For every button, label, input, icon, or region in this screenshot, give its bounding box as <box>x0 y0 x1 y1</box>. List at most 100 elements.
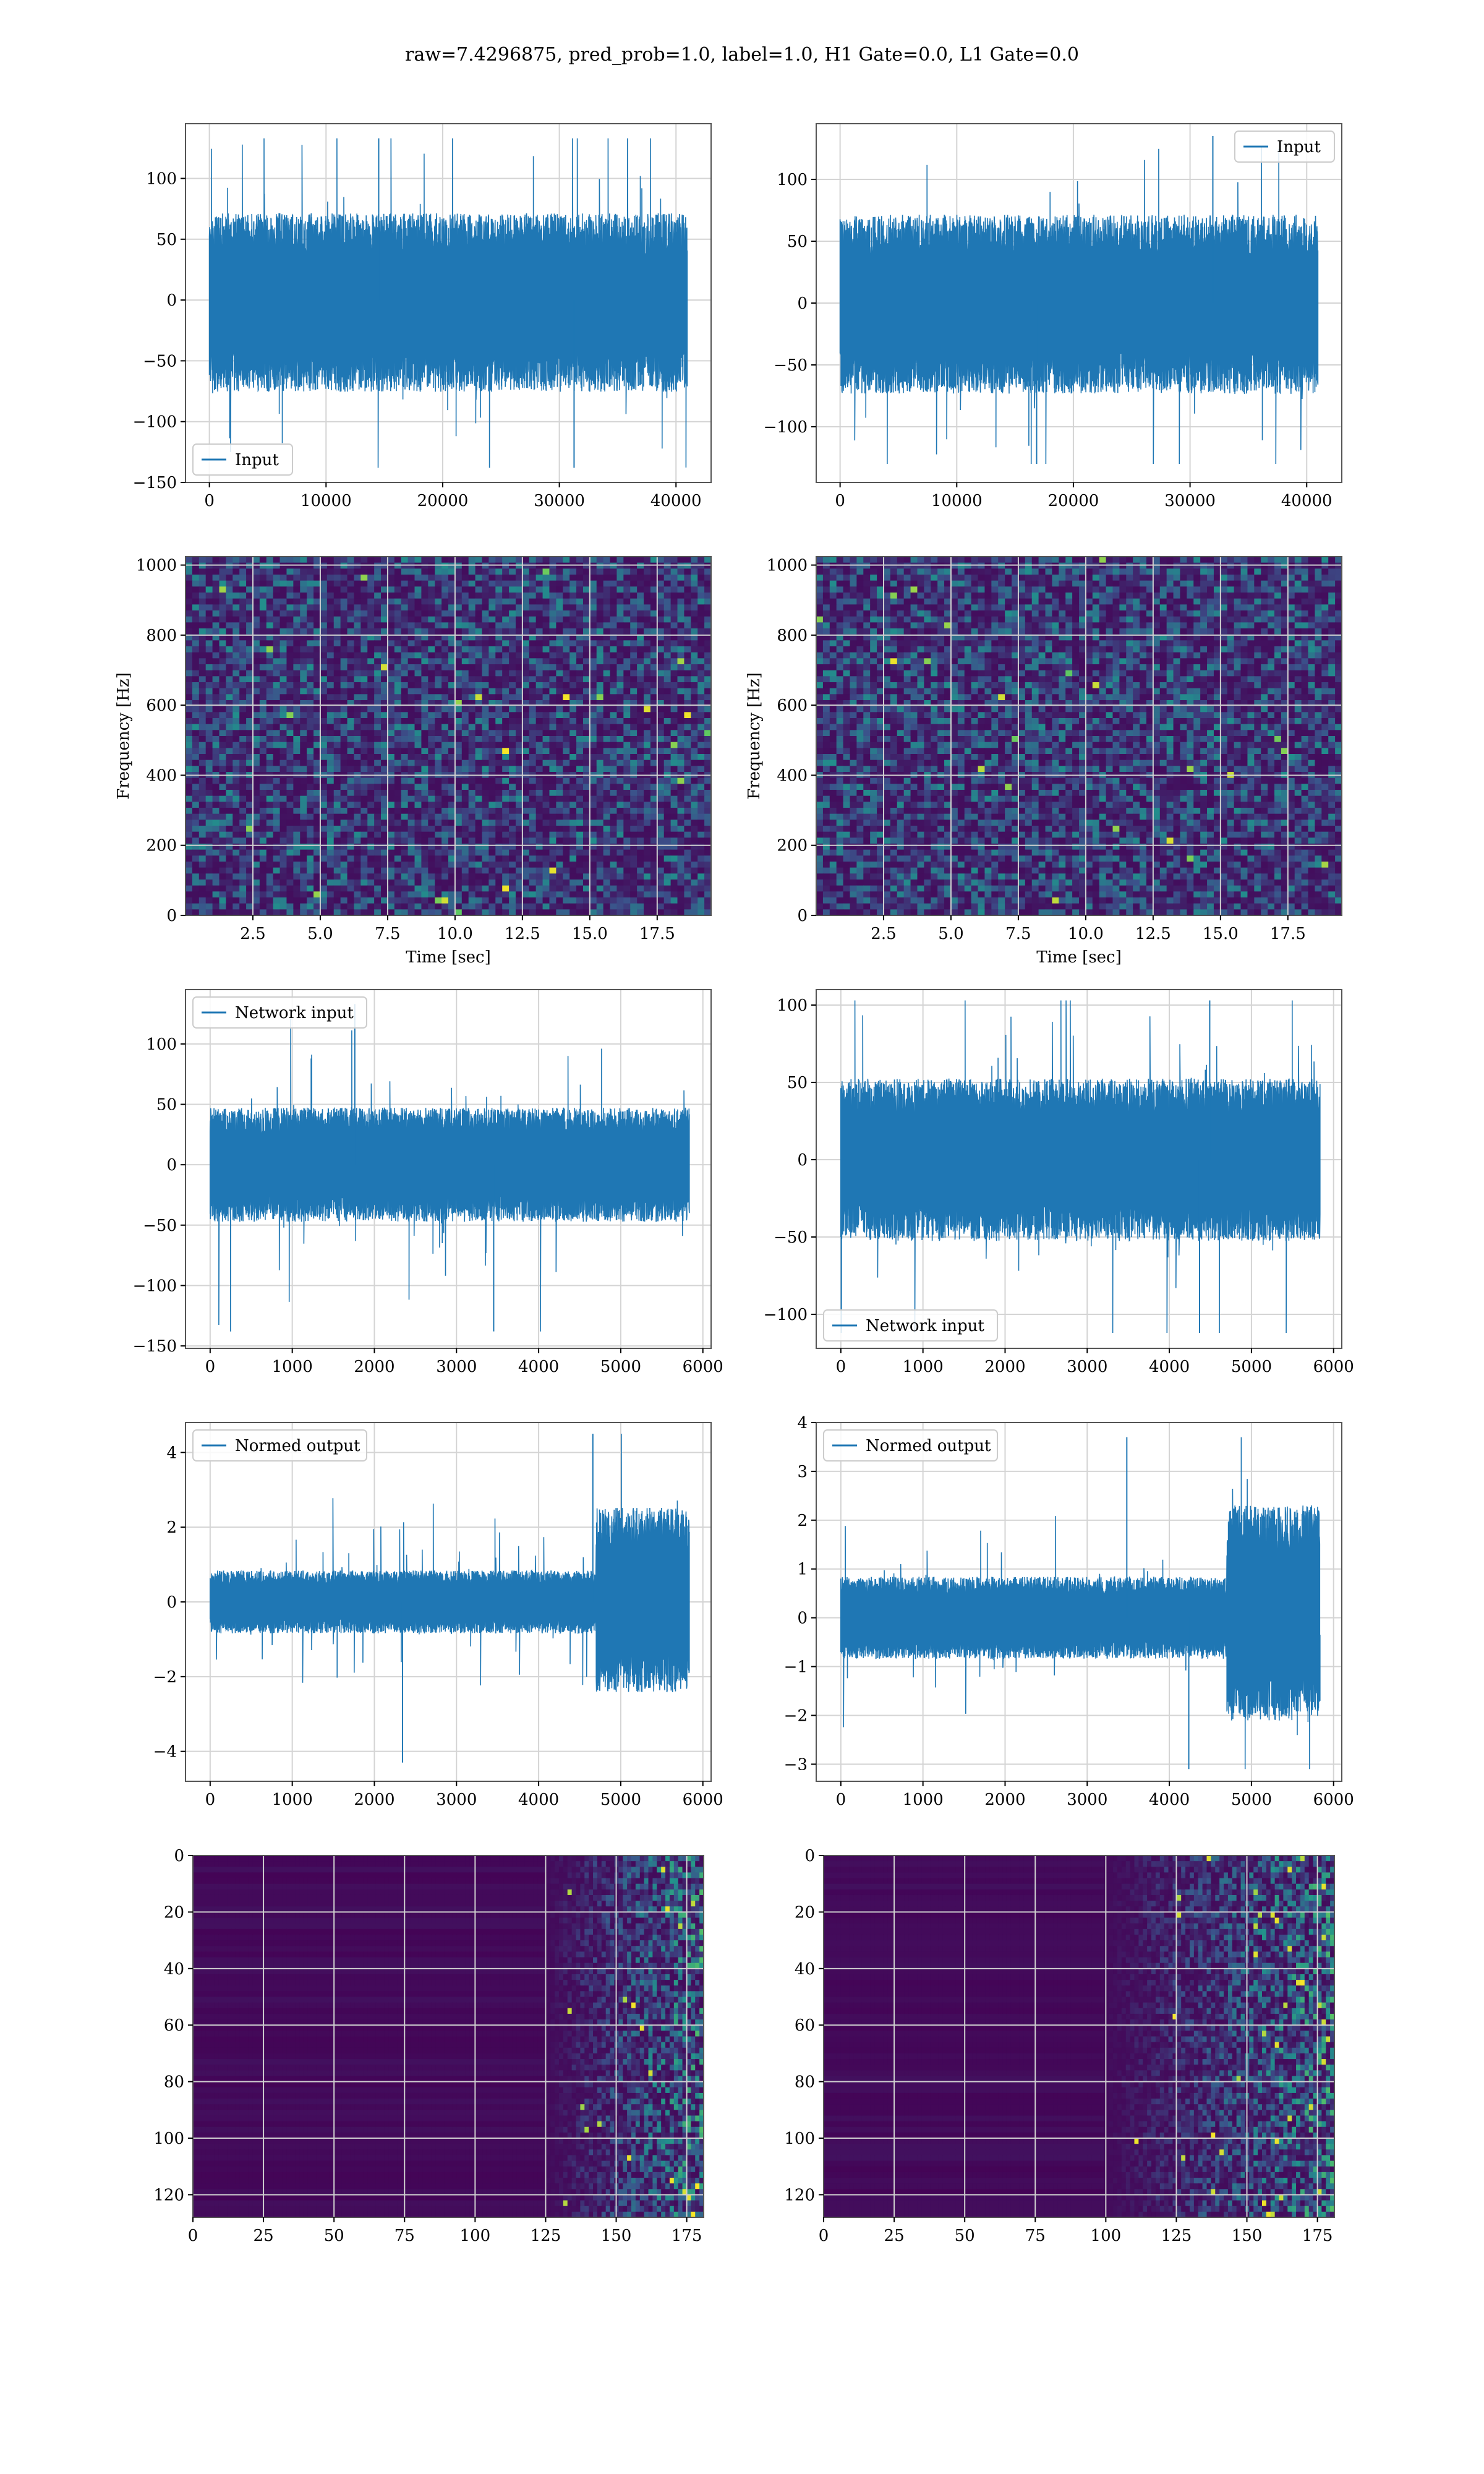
heatmap-cell <box>340 628 348 635</box>
heatmap-cell <box>340 700 348 707</box>
heatmap-cell <box>637 718 644 725</box>
heatmap-cell <box>495 706 503 713</box>
heatmap-cell <box>582 844 591 850</box>
heatmap-cell <box>670 562 678 569</box>
heatmap-cell <box>630 748 638 755</box>
heatmap-cell <box>374 754 382 761</box>
heatmap-cell <box>219 826 226 833</box>
heatmap-cell <box>252 802 260 808</box>
heatmap-cell <box>374 891 382 898</box>
heatmap-cell <box>333 831 341 838</box>
heatmap-cell <box>198 736 207 743</box>
heatmap-cell <box>610 616 618 623</box>
heatmap-cell <box>367 837 375 844</box>
heatmap-cell <box>502 820 510 826</box>
heatmap-cell <box>515 813 523 820</box>
heatmap-cell <box>677 813 685 820</box>
heatmap-cell <box>407 682 416 689</box>
heatmap-cell <box>637 652 644 659</box>
heatmap-cell <box>529 694 537 701</box>
heatmap-cell <box>266 628 274 635</box>
heatmap-cell <box>374 820 382 826</box>
heatmap-cell <box>340 622 348 629</box>
heatmap-cell <box>320 748 328 755</box>
heatmap-cell <box>637 837 644 844</box>
heatmap-cell <box>697 831 705 838</box>
heatmap-cell <box>414 808 422 815</box>
heatmap-cell <box>219 562 226 569</box>
heatmap-cell <box>374 844 382 850</box>
heatmap-cell <box>684 885 691 892</box>
heatmap-cell <box>515 903 523 910</box>
heatmap-cell <box>515 694 523 701</box>
heatmap-cell <box>603 598 611 605</box>
heatmap-cell <box>326 903 335 910</box>
heatmap-cell <box>691 844 698 850</box>
heatmap-cell <box>448 568 456 575</box>
heatmap-cell <box>259 640 267 647</box>
heatmap-cell <box>219 682 226 689</box>
heatmap-cell <box>313 897 321 904</box>
heatmap-cell <box>198 777 207 784</box>
heatmap-cell <box>407 610 416 617</box>
x-tick-label: 15.0 <box>572 925 608 943</box>
heatmap-cell <box>205 718 213 725</box>
heatmap-cell <box>691 676 698 683</box>
heatmap-cell <box>461 730 469 737</box>
heatmap-cell <box>259 568 267 575</box>
heatmap-cell <box>286 730 294 737</box>
heatmap-cell <box>307 849 314 856</box>
heatmap-cell <box>549 575 556 581</box>
heatmap-cell <box>475 820 483 826</box>
heatmap-cell <box>387 580 395 587</box>
heatmap-cell <box>232 802 240 808</box>
heatmap-cell <box>582 891 591 898</box>
heatmap-cell <box>326 634 335 641</box>
heatmap-cell <box>515 616 523 623</box>
heatmap-cell <box>603 909 611 915</box>
heatmap-cell <box>596 622 604 629</box>
heatmap-cell <box>569 903 577 910</box>
heatmap-cell <box>448 688 456 695</box>
heatmap-cell <box>407 694 416 701</box>
heatmap-cell <box>279 849 288 856</box>
heatmap-cell <box>347 700 355 707</box>
heatmap-cell <box>414 616 422 623</box>
heatmap-cell <box>657 897 665 904</box>
heatmap-cell <box>219 598 226 605</box>
heatmap-cell <box>192 880 200 886</box>
heatmap-cell <box>549 754 556 761</box>
heatmap-cell <box>454 718 463 725</box>
heatmap-cell <box>704 676 711 683</box>
heatmap-cell <box>454 802 463 808</box>
heatmap-cell <box>576 664 584 671</box>
heatmap-cell <box>414 664 422 671</box>
heatmap-cell <box>313 586 321 593</box>
heatmap-cell <box>515 742 523 748</box>
heatmap-cell <box>232 777 240 784</box>
heatmap-cell <box>401 736 409 743</box>
heatmap-cell <box>394 766 402 773</box>
heatmap-cell <box>326 682 335 689</box>
heatmap-cell <box>509 575 516 581</box>
heatmap-cell <box>603 640 611 647</box>
heatmap-cell <box>360 742 368 748</box>
heatmap-cell <box>522 568 530 575</box>
heatmap-cell <box>670 802 678 808</box>
heatmap-cell <box>522 742 530 748</box>
heatmap-cell <box>502 616 510 623</box>
heatmap-cell <box>663 831 672 838</box>
heatmap-cell <box>374 766 382 773</box>
heatmap-cell <box>441 628 449 635</box>
heatmap-cell <box>576 855 584 862</box>
figure-suptitle: raw=7.4296875, pred_prob=1.0, label=1.0,… <box>405 44 1079 66</box>
heatmap-cell <box>252 586 260 593</box>
heatmap-cell <box>226 880 233 886</box>
heatmap-cell <box>542 777 550 784</box>
heatmap-cell <box>360 664 368 671</box>
heatmap-cell <box>556 682 563 689</box>
heatmap-cell <box>657 593 665 599</box>
heatmap-cell <box>563 652 570 659</box>
heatmap-cell <box>192 867 200 874</box>
heatmap-cell <box>461 802 469 808</box>
